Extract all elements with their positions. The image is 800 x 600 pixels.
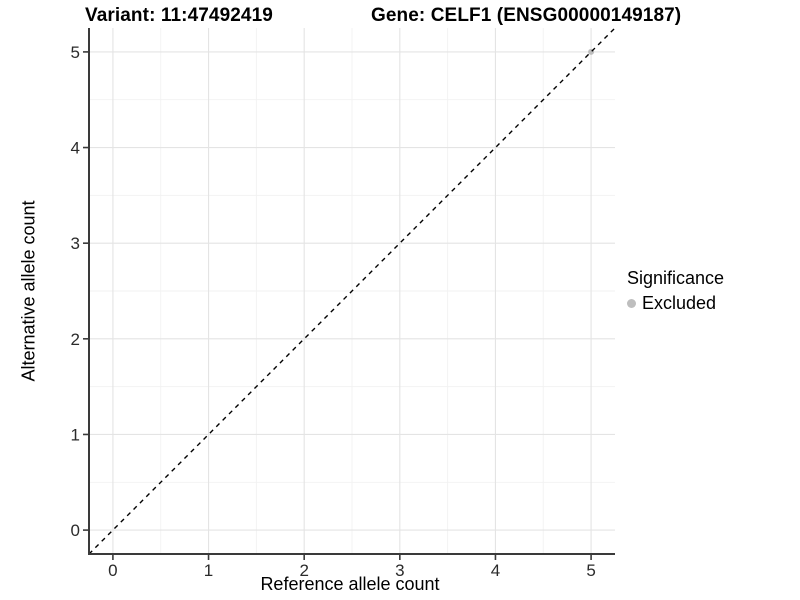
variant-title: Variant: 11:47492419 bbox=[85, 5, 273, 26]
y-axis-title: Alternative allele count bbox=[18, 200, 39, 382]
x-axis-title: Reference allele count bbox=[260, 574, 440, 594]
x-tick-label: 4 bbox=[491, 561, 500, 580]
legend: Significance Excluded bbox=[627, 268, 724, 314]
legend-title: Significance bbox=[627, 268, 725, 288]
y-tick-label: 4 bbox=[71, 139, 80, 158]
y-tick-label: 1 bbox=[71, 425, 80, 444]
y-tick-label: 5 bbox=[71, 43, 80, 62]
legend-item-label: Excluded bbox=[642, 293, 717, 313]
x-tick-label: 1 bbox=[204, 561, 213, 580]
x-tick-label: 5 bbox=[586, 561, 595, 580]
y-tick-label: 0 bbox=[71, 521, 80, 540]
y-tick-label: 3 bbox=[71, 234, 80, 253]
x-tick-label: 0 bbox=[108, 561, 117, 580]
x-tick-label: 2 bbox=[299, 561, 308, 580]
legend-swatch-excluded bbox=[627, 299, 636, 308]
x-tick-label: 3 bbox=[395, 561, 404, 580]
identity-line bbox=[88, 27, 616, 555]
legend-item-excluded: Excluded bbox=[627, 293, 724, 314]
gene-title: Gene: CELF1 (ENSG00000149187) bbox=[371, 5, 682, 26]
y-tick-label: 2 bbox=[71, 330, 80, 349]
